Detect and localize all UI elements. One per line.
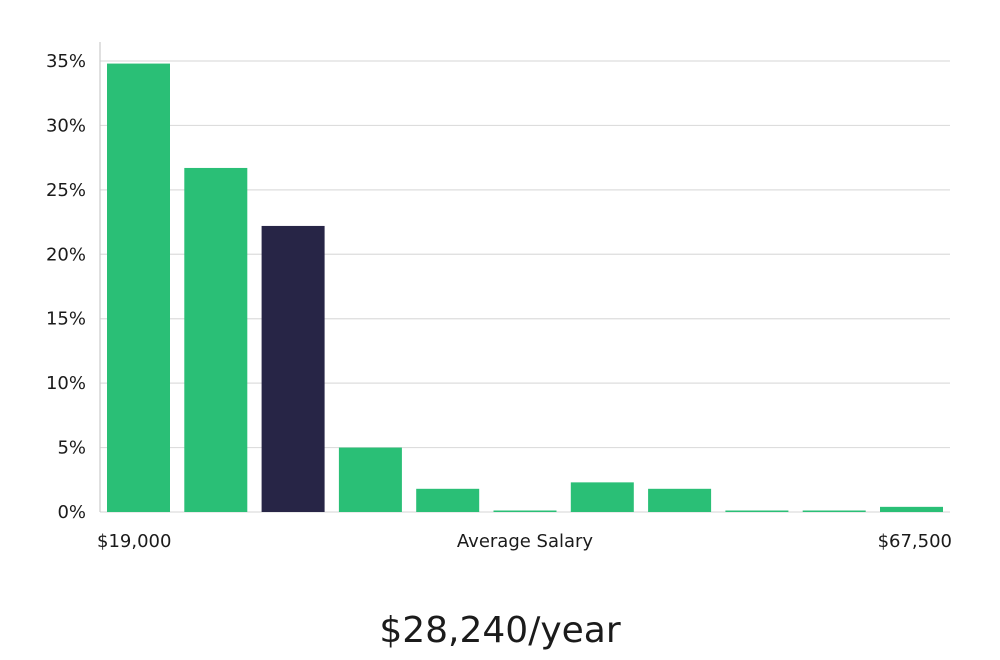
y-tick-label: 15% bbox=[46, 309, 86, 330]
bar bbox=[570, 482, 634, 512]
bar bbox=[880, 506, 943, 512]
bar bbox=[725, 510, 789, 512]
bars bbox=[107, 63, 943, 513]
bar bbox=[648, 488, 712, 512]
bar bbox=[184, 167, 248, 513]
highlighted-bar bbox=[261, 225, 325, 513]
y-tick-label: 5% bbox=[57, 438, 86, 459]
x-axis-max-label: $67,500 bbox=[878, 531, 952, 552]
average-salary-headline: $28,240/year bbox=[379, 610, 621, 651]
x-axis-min-label: $19,000 bbox=[97, 531, 171, 552]
y-tick-label: 20% bbox=[46, 244, 86, 265]
y-tick-label: 35% bbox=[46, 51, 86, 72]
bar bbox=[493, 510, 557, 512]
y-tick-label: 30% bbox=[46, 115, 86, 136]
y-axis-ticks: 0% 5% 10% 15% 20% 25% 30% 35% bbox=[46, 51, 86, 523]
y-tick-label: 10% bbox=[46, 373, 86, 394]
bar bbox=[416, 488, 480, 512]
x-axis-title: Average Salary bbox=[457, 531, 594, 552]
y-tick-label: 0% bbox=[57, 502, 86, 523]
salary-histogram: 0% 5% 10% 15% 20% 25% 30% 35% $19,000 Average S… bbox=[46, 42, 952, 552]
bar bbox=[802, 510, 866, 512]
y-tick-label: 25% bbox=[46, 180, 86, 201]
bar bbox=[107, 63, 170, 512]
bar bbox=[338, 447, 402, 512]
